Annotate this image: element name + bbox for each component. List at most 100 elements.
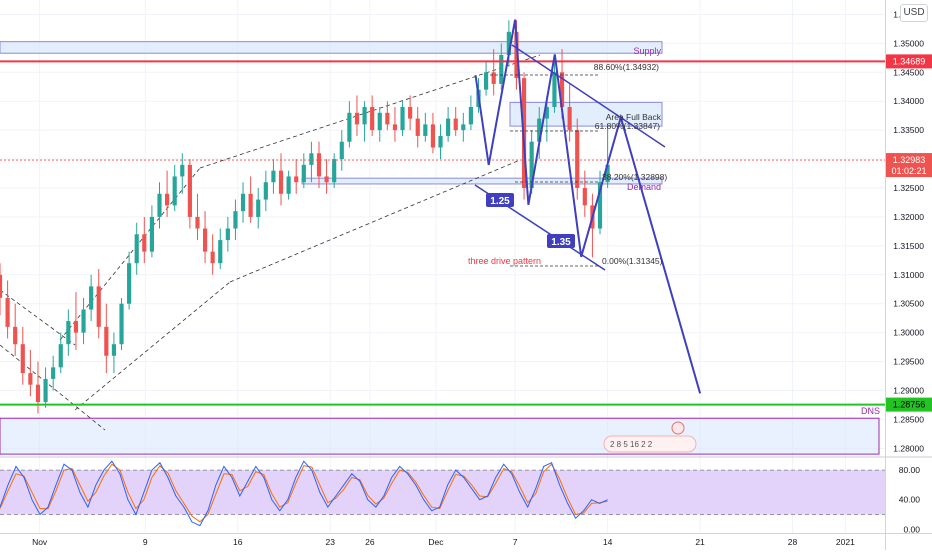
candle-body[interactable] — [240, 193, 246, 212]
event-strip-icon[interactable] — [603, 435, 697, 453]
supply-zone[interactable] — [0, 41, 663, 54]
candle-body[interactable] — [491, 72, 496, 84]
rsi-axis[interactable]: 80.00 40.00 0.00 — [899, 465, 921, 534]
candle-body[interactable] — [392, 124, 398, 131]
candle-body[interactable] — [582, 188, 587, 206]
candle-body[interactable] — [294, 176, 299, 183]
candle-body[interactable] — [202, 228, 208, 252]
channel-lower-line-2[interactable] — [229, 159, 521, 283]
candle-body[interactable] — [127, 263, 132, 304]
candle-body[interactable] — [415, 118, 420, 136]
dns-zone[interactable] — [0, 417, 880, 455]
candle-body[interactable] — [385, 112, 390, 125]
candle-body[interactable] — [157, 193, 162, 217]
falling-channel-line-2[interactable] — [0, 344, 106, 431]
area-full-back-label: Area Full Back — [606, 112, 662, 122]
candle-body[interactable] — [301, 164, 306, 183]
candle-body[interactable] — [142, 234, 147, 252]
candle-body[interactable] — [567, 107, 572, 131]
ratio-badge-2[interactable]: 1.35 — [547, 234, 575, 248]
candle-body[interactable] — [544, 107, 549, 119]
candle-body[interactable] — [58, 344, 63, 368]
candle-body[interactable] — [13, 326, 18, 345]
economic-event-icons[interactable]: 2 8 5 16 2 2 — [603, 421, 697, 453]
candle-body[interactable] — [35, 384, 41, 403]
candle-body[interactable] — [20, 344, 25, 374]
candle-body[interactable] — [111, 344, 117, 356]
candle-body[interactable] — [225, 228, 230, 241]
candle-body[interactable] — [73, 321, 79, 333]
candle-body[interactable] — [316, 153, 322, 177]
candle-body[interactable] — [5, 297, 10, 327]
candle-body[interactable] — [506, 31, 511, 55]
candle-body[interactable] — [165, 193, 170, 206]
candle-body[interactable] — [362, 107, 367, 125]
candle-body[interactable] — [347, 112, 352, 142]
candle-body[interactable] — [248, 193, 253, 217]
candle-body[interactable] — [286, 176, 291, 194]
candle-body[interactable] — [51, 367, 56, 379]
candle-body[interactable] — [552, 72, 557, 108]
candle-body[interactable] — [263, 182, 268, 200]
candle-body[interactable] — [559, 72, 565, 108]
candle-body[interactable] — [233, 211, 238, 229]
candle-body[interactable] — [537, 118, 542, 142]
candle-body[interactable] — [172, 176, 177, 206]
candle-body[interactable] — [66, 321, 71, 345]
candle-body[interactable] — [514, 31, 519, 79]
candle-body[interactable] — [400, 107, 405, 131]
candle-body[interactable] — [468, 107, 473, 125]
candle-body[interactable] — [104, 326, 109, 356]
candle-body[interactable] — [461, 124, 466, 131]
candle-body[interactable] — [89, 286, 94, 310]
candle-body[interactable] — [484, 72, 489, 90]
time-axis[interactable]: Nov 9 16 23 26 Dec 7 14 21 28 2021 — [0, 533, 932, 548]
candle-body[interactable] — [339, 141, 344, 160]
candle-body[interactable] — [0, 274, 3, 298]
candle-body[interactable] — [309, 153, 314, 165]
candle-body[interactable] — [218, 240, 223, 264]
ratio-badge-1[interactable]: 1.25 — [486, 193, 514, 207]
candle-body[interactable] — [575, 130, 580, 189]
currency-button[interactable]: USD — [900, 4, 928, 22]
candle-body[interactable] — [210, 251, 215, 264]
candle-body[interactable] — [408, 107, 413, 119]
candle-body[interactable] — [278, 170, 284, 194]
candle-body[interactable] — [180, 164, 185, 177]
candle-body[interactable] — [332, 159, 337, 183]
candle-body[interactable] — [119, 303, 124, 345]
falling-channel-line-1[interactable] — [0, 289, 76, 346]
channel-lower-line[interactable] — [74, 281, 231, 411]
candle-body[interactable] — [430, 124, 436, 148]
candle-body[interactable] — [377, 112, 382, 131]
candle-body[interactable] — [499, 54, 504, 84]
candle-body[interactable] — [453, 118, 458, 131]
candle-body[interactable] — [597, 182, 603, 229]
wedge-upper-line[interactable] — [511, 44, 666, 148]
candle-body[interactable] — [81, 309, 86, 333]
event-flag-icon[interactable] — [671, 421, 685, 435]
candle-body[interactable] — [256, 199, 261, 217]
candle-body[interactable] — [423, 124, 428, 136]
channel-upper-line-2[interactable] — [199, 54, 541, 169]
candle-body[interactable] — [195, 216, 200, 229]
candle-body[interactable] — [370, 107, 375, 131]
candle-body[interactable] — [446, 118, 451, 136]
candle-body[interactable] — [43, 378, 48, 403]
candle-body[interactable] — [438, 135, 443, 148]
candle-body[interactable] — [134, 234, 139, 264]
candle-body[interactable] — [324, 176, 329, 183]
pattern-polyline[interactable] — [474, 19, 702, 394]
candle-body[interactable] — [605, 164, 610, 183]
candle-body[interactable] — [354, 112, 360, 125]
rsi-d-line[interactable] — [0, 463, 608, 523]
candle-body[interactable] — [28, 373, 33, 385]
candle-body[interactable] — [271, 170, 276, 183]
channel-upper-line[interactable] — [59, 167, 201, 341]
candle-body[interactable] — [149, 216, 154, 252]
rsi-k-line[interactable] — [0, 460, 608, 527]
candle-body[interactable] — [96, 286, 101, 327]
candle-body[interactable] — [529, 141, 534, 189]
candle-body[interactable] — [187, 164, 192, 217]
